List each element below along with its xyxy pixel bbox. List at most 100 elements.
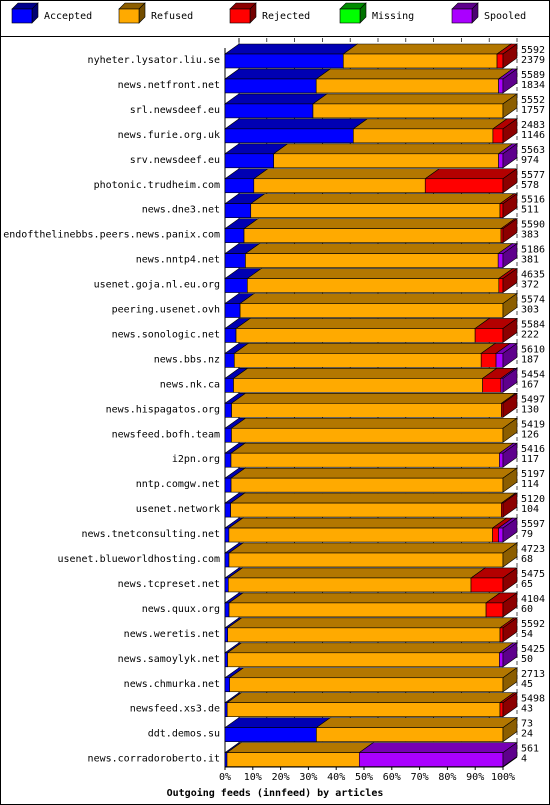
bar-side — [502, 617, 518, 643]
legend-label: Rejected — [262, 11, 310, 22]
bar-segment-top — [228, 542, 518, 554]
bar-side — [502, 392, 518, 418]
bar-segment-refused — [243, 228, 502, 243]
bar-segment-refused — [247, 278, 500, 293]
bar-side — [502, 367, 518, 393]
feed-name: news.chmurka.net — [124, 679, 220, 690]
feed-row-endofthelinebbs-peers-news-panix-com: endofthelinebbs.peers.news.panix.com 5590… — [3, 218, 545, 244]
bar-segment-accepted — [224, 278, 248, 293]
bar-side — [502, 442, 518, 468]
offered-count: 5419 — [521, 419, 545, 430]
bar-segment-accepted — [224, 527, 230, 543]
bar-side — [502, 143, 518, 169]
bar-segment-refused — [229, 677, 504, 693]
offered-count: 5120 — [521, 494, 545, 505]
feed-name: usenet.blueworldhosting.com — [57, 554, 220, 565]
bar-segment-rejected — [492, 527, 499, 543]
bar-segment-top — [226, 742, 375, 753]
bar-segment-accepted — [224, 203, 252, 218]
bar-segment-spooled — [495, 353, 504, 368]
bar-side — [502, 68, 518, 94]
offered-count: 5498 — [521, 694, 545, 705]
legend-label: Refused — [151, 11, 193, 22]
bar-segment-top — [224, 717, 332, 728]
accepted-count: 130 — [521, 404, 539, 415]
legend-item-missing: Missing — [339, 2, 414, 24]
bar-segment-accepted — [224, 602, 230, 618]
feed-name: news.samoylyk.net — [118, 654, 220, 665]
bar-segment-accepted — [224, 253, 246, 268]
accepted-count: 1146 — [521, 130, 545, 141]
bar-segment-top — [249, 193, 515, 204]
offered-count: 4723 — [521, 544, 545, 555]
bar-segment-top — [235, 318, 491, 329]
bar-segment-accepted — [224, 303, 241, 318]
bar-segment-spooled — [497, 253, 504, 268]
x-tick-label: 0% — [219, 772, 231, 783]
bar-segment-top — [224, 93, 328, 105]
bar-segment-top — [224, 43, 359, 55]
bar-side — [502, 567, 518, 593]
bar-segment-accepted — [224, 53, 344, 69]
feed-name: srl.newsdeef.eu — [130, 105, 220, 116]
accepted-count: 974 — [521, 155, 539, 166]
bar-side — [502, 642, 518, 668]
bar-side — [502, 467, 518, 493]
offered-count: 5416 — [521, 444, 545, 455]
bar-segment-refused — [227, 627, 501, 643]
bar-segment-accepted — [224, 103, 314, 119]
accepted-count: 117 — [521, 454, 539, 465]
bar-segment-spooled — [498, 153, 504, 169]
bar-segment-accepted — [224, 328, 237, 343]
bar-segment-refused — [316, 727, 504, 742]
bar-segment-accepted — [224, 78, 317, 94]
accepted-count: 167 — [521, 379, 539, 390]
bar-side — [502, 243, 518, 269]
offered-count: 5577 — [521, 170, 545, 181]
offered-count: 4104 — [521, 594, 545, 605]
bar-segment-top — [226, 692, 515, 704]
bar-segment-accepted — [224, 228, 245, 243]
x-tick-label: 80% — [438, 772, 456, 783]
bar-segment-rejected — [474, 328, 504, 343]
bar-segment-top — [226, 642, 515, 654]
bar-side — [502, 667, 518, 693]
bar-segment-rejected — [470, 577, 504, 593]
offered-count: 5592 — [521, 619, 545, 630]
feed-name: newsfeed.bofh.team — [112, 429, 220, 440]
bar-segment-rejected — [499, 203, 504, 218]
x-axis-depth — [502, 756, 518, 768]
feed-name: news.sonologic.net — [112, 329, 220, 340]
bar-segment-top — [224, 118, 369, 130]
offered-count: 5563 — [521, 145, 545, 156]
bar-segment-rejected — [492, 128, 504, 144]
bar-segment-refused — [245, 253, 499, 268]
bar-side — [502, 168, 518, 194]
bar-segment-accepted — [224, 577, 229, 593]
bar-segment-accepted — [224, 627, 228, 643]
bar-segment-refused — [233, 353, 482, 368]
bar-segment-top — [230, 442, 515, 454]
offered-count: 5197 — [521, 469, 545, 480]
bar-segment-top — [229, 492, 517, 504]
accepted-count: 114 — [521, 479, 539, 490]
bar-side — [502, 692, 518, 718]
feed-name: news.tnetconsulting.net — [82, 529, 220, 540]
bar-segment-refused — [228, 577, 472, 593]
accepted-count: 104 — [521, 504, 539, 515]
bar-segment-top — [227, 517, 508, 529]
bar-segment-rejected — [480, 353, 497, 368]
bar-segment-rejected — [496, 53, 504, 69]
accepted-count: 381 — [521, 255, 539, 266]
